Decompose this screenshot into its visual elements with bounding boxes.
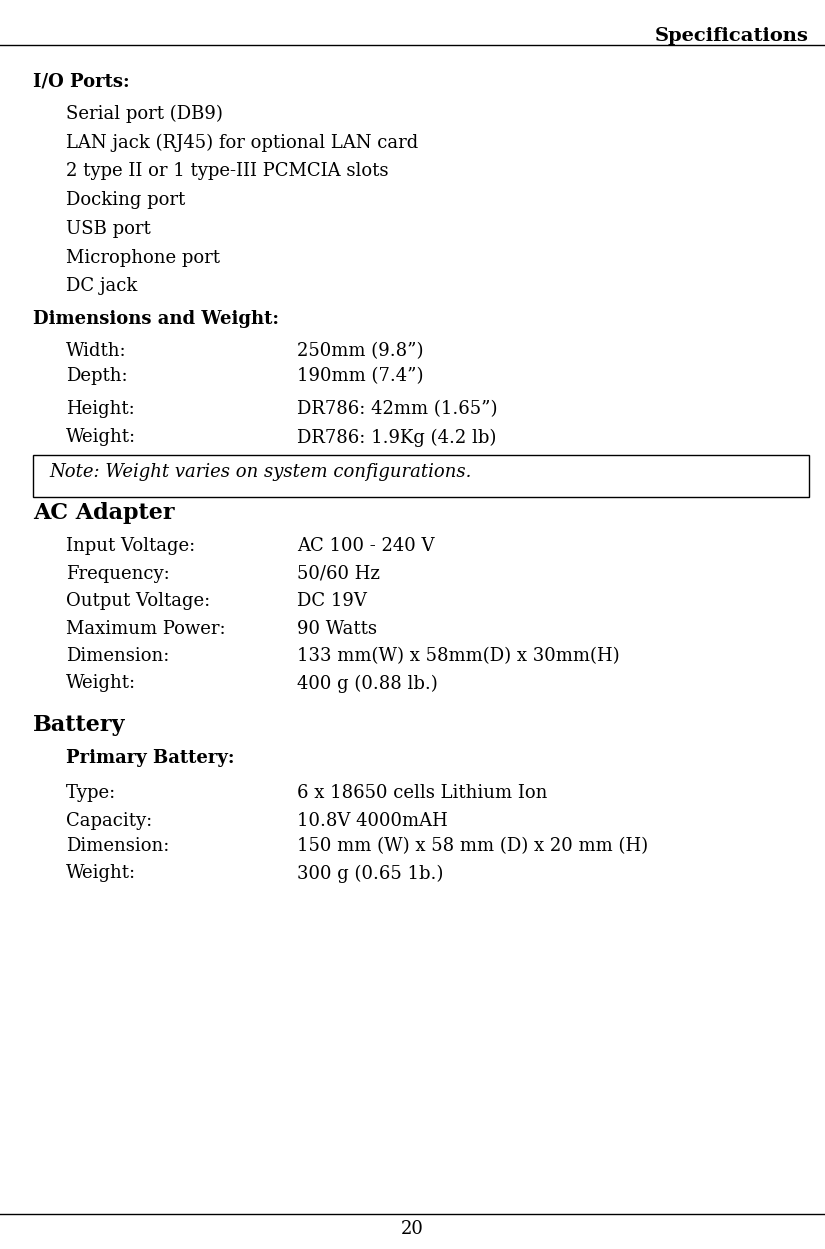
- Text: Type:: Type:: [66, 784, 116, 802]
- Text: Dimension:: Dimension:: [66, 647, 169, 664]
- Text: Specifications: Specifications: [654, 27, 808, 45]
- Text: Primary Battery:: Primary Battery:: [66, 749, 234, 767]
- Text: Weight:: Weight:: [66, 674, 136, 692]
- Text: LAN jack (RJ45) for optional LAN card: LAN jack (RJ45) for optional LAN card: [66, 134, 418, 152]
- Text: Depth:: Depth:: [66, 367, 128, 385]
- Text: 10.8V 4000mAH: 10.8V 4000mAH: [297, 812, 448, 829]
- Text: 133 mm(W) x 58mm(D) x 30mm(H): 133 mm(W) x 58mm(D) x 30mm(H): [297, 647, 620, 664]
- Text: Note: Weight varies on system configurations.: Note: Weight varies on system configurat…: [50, 463, 472, 481]
- Text: DR786: 42mm (1.65”): DR786: 42mm (1.65”): [297, 400, 497, 417]
- Text: Frequency:: Frequency:: [66, 565, 170, 582]
- Text: 300 g (0.65 1b.): 300 g (0.65 1b.): [297, 864, 443, 883]
- Text: Serial port (DB9): Serial port (DB9): [66, 105, 223, 124]
- Text: 6 x 18650 cells Lithium Ion: 6 x 18650 cells Lithium Ion: [297, 784, 547, 802]
- Text: Microphone port: Microphone port: [66, 249, 220, 266]
- Text: 20: 20: [401, 1220, 424, 1238]
- Text: Output Voltage:: Output Voltage:: [66, 592, 210, 610]
- Text: Width:: Width:: [66, 342, 126, 360]
- Text: USB port: USB port: [66, 220, 151, 237]
- Text: Height:: Height:: [66, 400, 134, 417]
- Text: 150 mm (W) x 58 mm (D) x 20 mm (H): 150 mm (W) x 58 mm (D) x 20 mm (H): [297, 837, 648, 854]
- Text: DC 19V: DC 19V: [297, 592, 367, 610]
- Text: Weight:: Weight:: [66, 864, 136, 882]
- Text: 90 Watts: 90 Watts: [297, 620, 377, 637]
- Text: Input Voltage:: Input Voltage:: [66, 537, 196, 555]
- Text: 250mm (9.8”): 250mm (9.8”): [297, 342, 423, 360]
- Text: AC 100 - 240 V: AC 100 - 240 V: [297, 537, 435, 555]
- Text: DR786: 1.9Kg (4.2 lb): DR786: 1.9Kg (4.2 lb): [297, 428, 497, 447]
- Text: 50/60 Hz: 50/60 Hz: [297, 565, 380, 582]
- Text: I/O Ports:: I/O Ports:: [33, 72, 130, 90]
- Text: AC Adapter: AC Adapter: [33, 502, 175, 525]
- Text: Docking port: Docking port: [66, 191, 186, 209]
- Text: 400 g (0.88 lb.): 400 g (0.88 lb.): [297, 674, 438, 693]
- Text: Capacity:: Capacity:: [66, 812, 153, 829]
- Text: Battery: Battery: [33, 714, 125, 737]
- Text: Weight:: Weight:: [66, 428, 136, 446]
- Text: Maximum Power:: Maximum Power:: [66, 620, 225, 637]
- Text: Dimension:: Dimension:: [66, 837, 169, 854]
- Text: 190mm (7.4”): 190mm (7.4”): [297, 367, 423, 385]
- FancyBboxPatch shape: [33, 455, 808, 497]
- Text: DC jack: DC jack: [66, 277, 138, 295]
- Text: Dimensions and Weight:: Dimensions and Weight:: [33, 310, 279, 327]
- Text: 2 type II or 1 type-III PCMCIA slots: 2 type II or 1 type-III PCMCIA slots: [66, 162, 389, 180]
